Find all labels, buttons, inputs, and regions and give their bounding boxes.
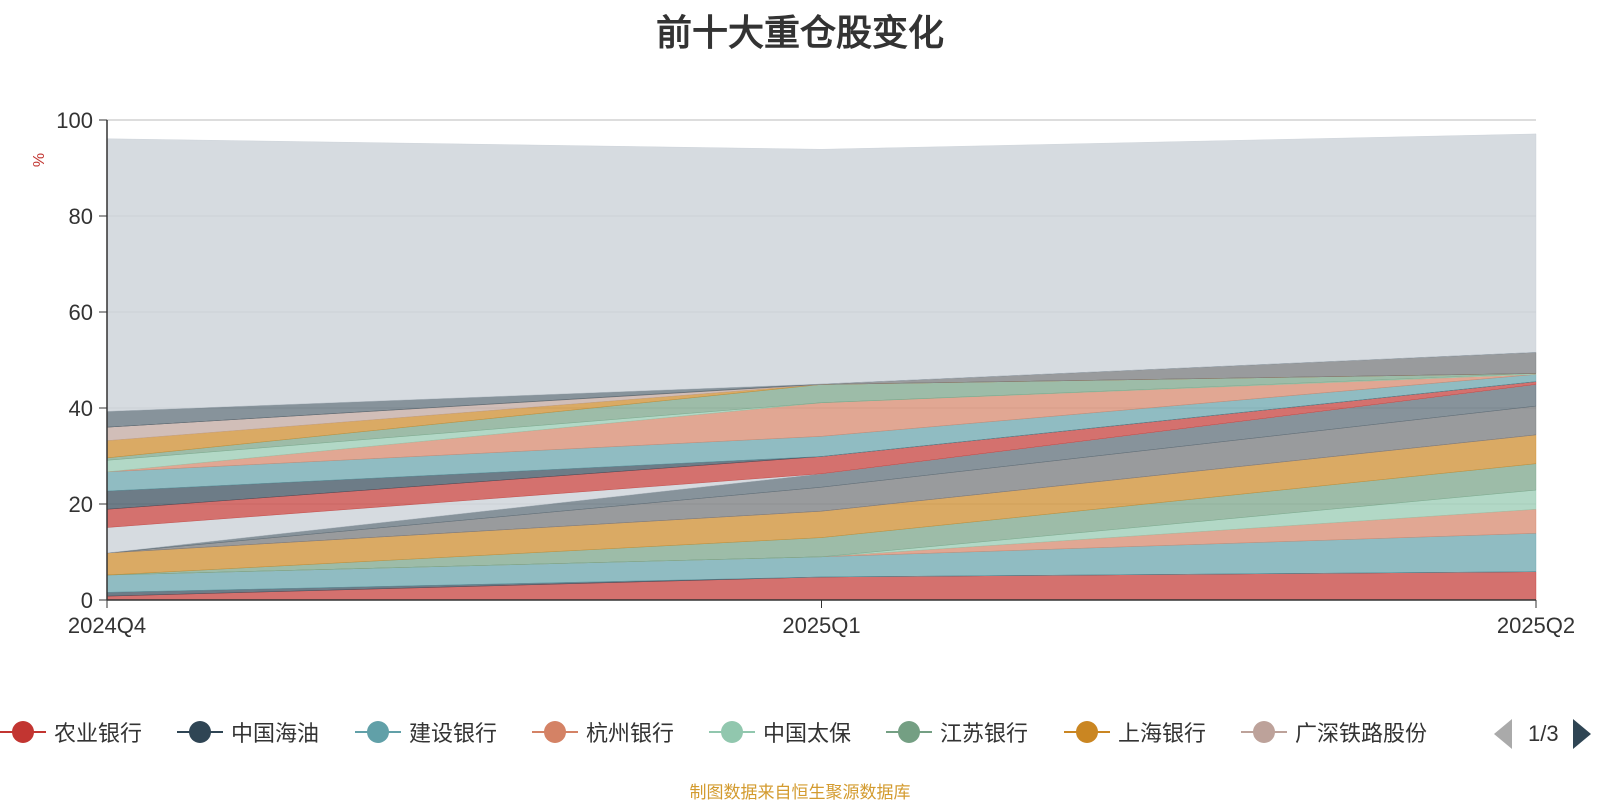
legend-marker-icon	[886, 712, 932, 752]
legend-marker-icon	[1241, 712, 1287, 752]
legend-item[interactable]: 上海银行	[1064, 712, 1206, 752]
legend-page-indicator: 1/3	[1528, 721, 1559, 746]
x-tick-label: 2024Q4	[68, 613, 146, 638]
x-tick-label: 2025Q1	[782, 613, 860, 638]
y-tick-label: 100	[56, 108, 93, 133]
legend-item[interactable]: 中国太保	[709, 712, 851, 752]
legend-label: 农业银行	[54, 721, 143, 746]
legend-marker-icon	[532, 712, 578, 752]
y-tick-label: 80	[69, 204, 93, 229]
legend-label: 杭州银行	[586, 721, 675, 746]
area-series-group	[106, 133, 1537, 601]
legend-next-page-icon[interactable]	[1572, 719, 1591, 749]
legend-item[interactable]: 农业银行	[0, 712, 142, 752]
legend-item[interactable]: 中国海油	[177, 712, 319, 752]
legend-item[interactable]: 杭州银行	[532, 712, 674, 752]
legend-marker-icon	[709, 712, 755, 752]
legend-pager: 1/3	[1494, 714, 1591, 754]
y-tick-label: 20	[69, 492, 93, 517]
y-axis-label: %	[31, 153, 48, 167]
legend-label: 上海银行	[1118, 721, 1207, 746]
legend-label: 广深铁路股份	[1295, 721, 1428, 746]
legend-marker-icon	[177, 712, 223, 752]
legend-label: 江苏银行	[940, 721, 1029, 746]
legend-label: 建设银行	[409, 721, 498, 746]
legend-item[interactable]: 江苏银行	[886, 712, 1028, 752]
legend-prev-page-icon[interactable]	[1494, 719, 1512, 749]
y-tick-label: 60	[69, 300, 93, 325]
legend-label: 中国太保	[763, 721, 852, 746]
legend-marker-icon	[0, 712, 46, 752]
legend-item[interactable]: 建设银行	[355, 712, 497, 752]
legend-marker-icon	[1064, 712, 1110, 752]
chart-title: 前十大重仓股变化	[655, 12, 944, 53]
legend-marker-icon	[355, 712, 401, 752]
data-source-note: 制图数据来自恒生聚源数据库	[689, 783, 911, 802]
y-tick-label: 0	[81, 588, 93, 613]
legend: 农业银行 中国海油 建设银行 杭州银行 中国太保 江苏银行 上海银行 广深铁路股份	[0, 712, 1480, 752]
x-tick-label: 2025Q2	[1497, 613, 1575, 638]
axes: 0 20 40 60 80 100 2024Q4 2025Q1 2025Q2	[56, 108, 1575, 638]
legend-item[interactable]: 广深铁路股份	[1241, 712, 1427, 752]
y-tick-label: 40	[69, 396, 93, 421]
legend-label: 中国海油	[231, 721, 320, 746]
